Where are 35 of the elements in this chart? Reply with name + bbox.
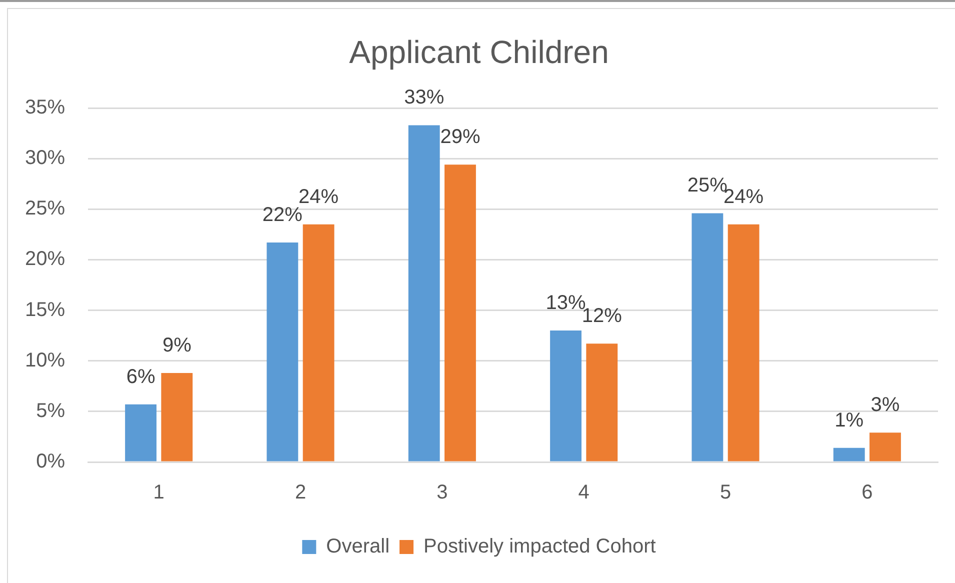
x-tick-label: 5 <box>720 482 732 504</box>
bar <box>586 344 618 462</box>
bar <box>161 372 193 462</box>
bar <box>266 242 298 462</box>
x-tick-label: 6 <box>862 482 873 504</box>
data-label: 9% <box>162 334 192 357</box>
y-tick-label: 0% <box>36 450 66 473</box>
bar <box>125 404 156 462</box>
y-tick-label: 30% <box>24 147 66 170</box>
data-label: 1% <box>834 409 864 432</box>
data-label: 3% <box>870 394 900 416</box>
bar <box>550 330 582 462</box>
bar <box>870 432 901 462</box>
x-tick-label: 4 <box>578 482 590 504</box>
legend-label: Overall <box>326 536 390 558</box>
data-label: 6% <box>126 366 156 388</box>
x-tick-label: 3 <box>436 482 448 504</box>
chart-title: Applicant Children <box>349 34 609 70</box>
y-tick-label: 5% <box>36 400 66 422</box>
bar <box>833 448 865 462</box>
y-tick-label: 35% <box>24 96 66 119</box>
bar <box>302 224 334 462</box>
y-tick-label: 15% <box>24 298 66 321</box>
bar <box>728 224 760 462</box>
data-label: 33% <box>404 86 444 109</box>
bar <box>692 213 724 462</box>
x-tick-label: 1 <box>153 482 164 504</box>
y-tick-label: 20% <box>24 248 66 270</box>
y-tick-label: 10% <box>24 349 66 372</box>
y-tick-label: 25% <box>24 198 66 220</box>
bar <box>444 164 476 462</box>
legend-label: Postively impacted Cohort <box>424 536 656 558</box>
x-tick-label: 2 <box>294 482 306 504</box>
data-label: 29% <box>440 126 480 148</box>
bar <box>408 125 440 462</box>
